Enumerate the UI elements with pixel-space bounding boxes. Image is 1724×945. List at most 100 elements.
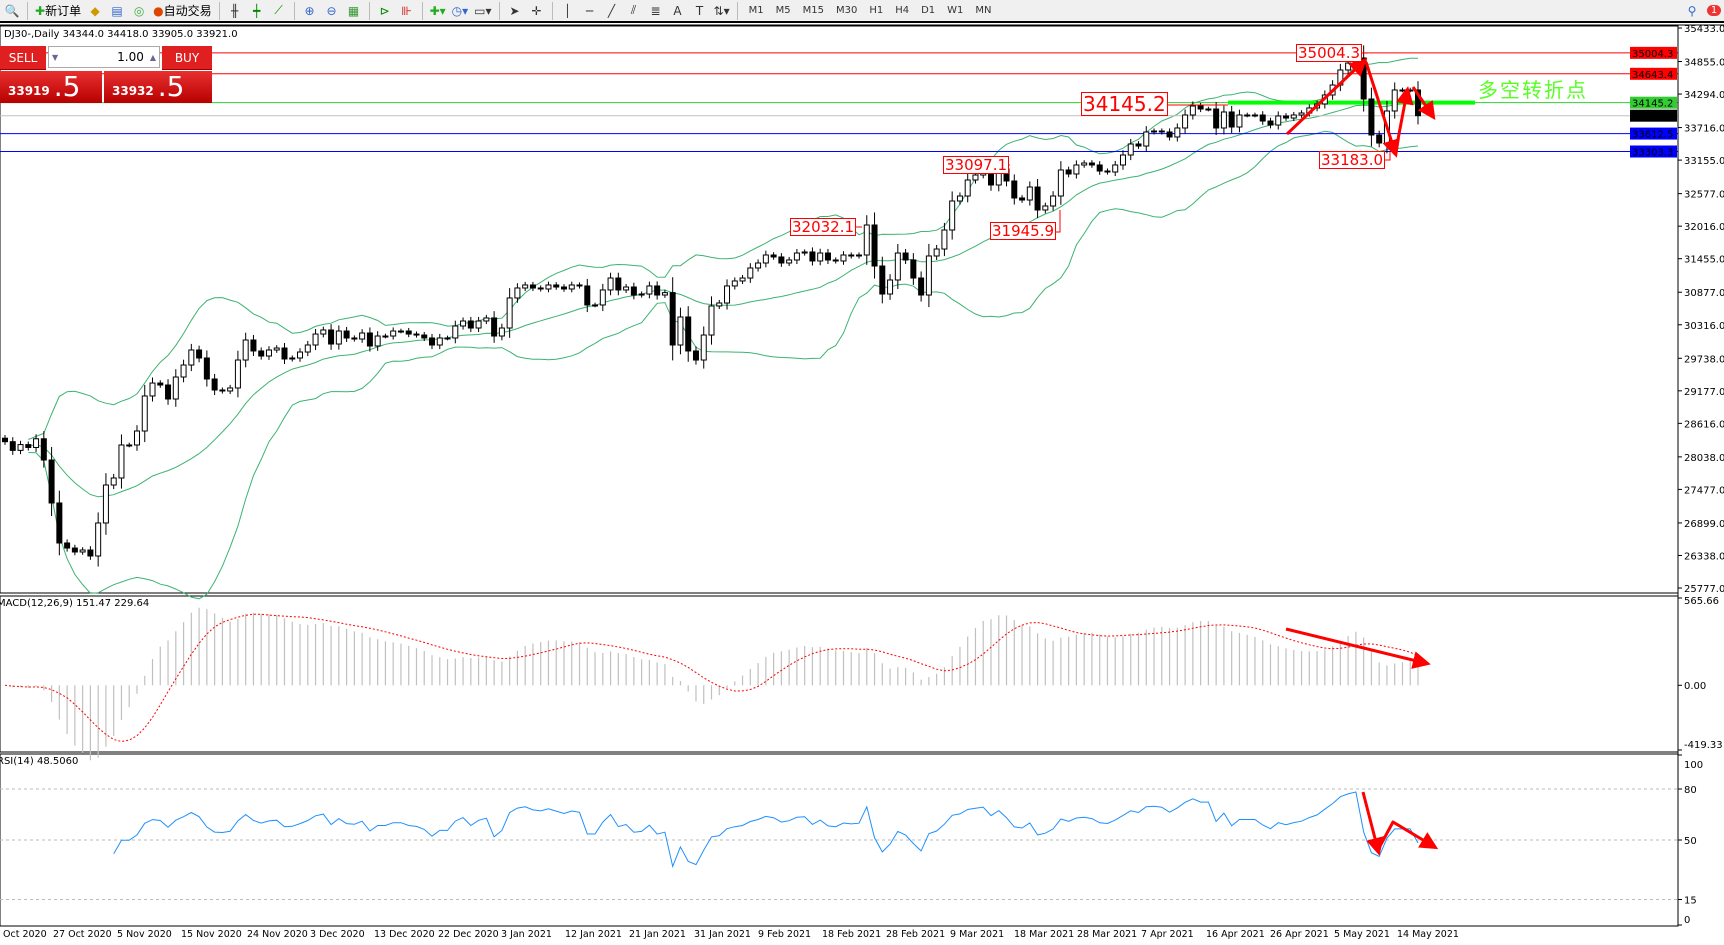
candle [910, 253, 917, 285]
bull-candle-body [475, 320, 482, 329]
bear-candle-body [576, 284, 583, 287]
candle [685, 306, 692, 362]
zoom-out-icon[interactable]: ⊖ [326, 3, 337, 18]
timeframe-m1[interactable]: M1 [748, 5, 764, 16]
auto-scroll-icon[interactable]: ⊳ [379, 3, 390, 18]
candle [669, 277, 676, 361]
lot-increase-icon[interactable]: ▲ [149, 52, 156, 62]
navigator-icon[interactable]: ▤ [111, 3, 123, 18]
bull-candle-body [1189, 105, 1196, 116]
fibonacci-icon[interactable]: ≣ [650, 3, 661, 18]
notification-icon[interactable]: 1 [1704, 1, 1724, 21]
new-order-button[interactable]: ✚ 新订单 [33, 1, 83, 21]
candle [1112, 160, 1119, 177]
candlestick-icon[interactable]: ┿ [252, 3, 261, 18]
trendline-icon[interactable]: ╱ [607, 3, 616, 18]
bull-candle-body [786, 259, 793, 264]
arrows-icon[interactable]: ⇅▾ [713, 3, 730, 18]
candle [1065, 166, 1072, 178]
market-watch-icon[interactable]: ◆ [90, 3, 100, 18]
crosshair-icon[interactable]: ✛ [531, 3, 542, 18]
timeframe-w1[interactable]: W1 [947, 5, 964, 16]
auto-trading-button[interactable]: ● 自动交易 [151, 1, 214, 21]
candle [1166, 128, 1173, 141]
buy-price[interactable]: 33932.5 [104, 71, 212, 103]
search-icon[interactable]: ⚲ [1687, 3, 1697, 18]
line-chart-icon[interactable]: ⟋ [274, 3, 283, 17]
candle [1081, 160, 1088, 168]
buy-button[interactable]: BUY [162, 46, 212, 70]
bull-candle-body [793, 252, 800, 261]
vertical-line-icon[interactable]: │ [563, 3, 572, 18]
candle [592, 302, 599, 308]
candles [2, 45, 1421, 567]
bull-candle-body [335, 330, 342, 345]
bull-candle-body [1391, 89, 1398, 112]
bear-candle-body [669, 292, 676, 346]
tile-windows-icon[interactable]: ▦ [347, 3, 360, 18]
date-label: 31 Jan 2021 [694, 929, 751, 940]
date-label: 9 Mar 2021 [950, 929, 1005, 940]
timeframe-m15[interactable]: M15 [802, 5, 824, 16]
signals-icon[interactable]: ◎ [133, 3, 145, 18]
bull-candle-body [382, 335, 389, 338]
bear-candle-body [1135, 143, 1142, 147]
candle [607, 272, 614, 296]
bollinger-upper [28, 57, 1419, 440]
lot-decrease-icon[interactable]: ▼ [52, 52, 59, 62]
candle [180, 359, 187, 383]
candle [724, 279, 731, 310]
price-axis-label: 34294.0 [1684, 90, 1724, 101]
main-panel-frame [0, 25, 1679, 594]
candle [126, 442, 133, 448]
text-label-icon[interactable]: T [695, 3, 704, 18]
timeframe-d1[interactable]: D1 [921, 5, 936, 16]
price-label-c: 31945.9 [990, 222, 1057, 240]
bar-chart-icon[interactable]: ╫ [230, 3, 239, 18]
candle [1298, 110, 1305, 118]
timeframe-h1[interactable]: H1 [869, 5, 884, 16]
bull-candle-body [126, 444, 133, 447]
lot-size-input[interactable]: ▼ 1.00 ▲ [48, 46, 160, 68]
sell-price[interactable]: 33919.5 [0, 71, 102, 103]
timeframe-mn[interactable]: MN [975, 5, 992, 16]
date-label: Oct 2020 [3, 929, 47, 940]
chart-shift-icon[interactable]: ⊪ [401, 3, 412, 18]
indicators-icon[interactable]: ✚▾ [429, 3, 446, 18]
text-icon[interactable]: A [673, 3, 682, 18]
zoom-window-icon[interactable]: 🔍 [4, 3, 20, 18]
bear-candle-body [1197, 105, 1204, 110]
candle [824, 248, 831, 265]
bull-candle-body [141, 395, 148, 432]
price-axis-label: 31455.0 [1684, 255, 1724, 266]
zoom-in-icon[interactable]: ⊕ [304, 3, 315, 18]
candle [475, 316, 482, 333]
bear-candle-body [824, 252, 831, 261]
periods-icon[interactable]: ◷▾ [451, 3, 469, 18]
candle [1119, 150, 1126, 170]
bear-candle-body [1065, 169, 1072, 175]
price-level-tag [1630, 127, 1677, 140]
bear-candle-body [1267, 120, 1274, 126]
bull-candle-body [856, 254, 863, 257]
horizontal-line-icon[interactable]: ─ [585, 3, 594, 18]
bull-candle-body [180, 364, 187, 378]
cursor-icon[interactable]: ➤ [509, 3, 520, 18]
templates-icon[interactable]: ▭▾ [474, 3, 492, 18]
sell-button[interactable]: SELL [0, 46, 46, 70]
bear-candle-body [1213, 108, 1220, 129]
candle [770, 252, 777, 260]
timeframe-m5[interactable]: M5 [775, 5, 791, 16]
bear-candle-body [1376, 134, 1383, 144]
timeframe-h4[interactable]: H4 [895, 5, 910, 16]
bull-candle-body [234, 359, 241, 389]
candle [491, 311, 498, 343]
bear-candle-body [778, 256, 785, 264]
bear-candle-body [1011, 180, 1018, 199]
bull-candle-body [894, 252, 901, 281]
candle [452, 320, 459, 344]
equidistant-channel-icon[interactable]: ⫽ [630, 3, 637, 17]
candle [1174, 123, 1181, 142]
timeframe-m30[interactable]: M30 [835, 5, 858, 16]
